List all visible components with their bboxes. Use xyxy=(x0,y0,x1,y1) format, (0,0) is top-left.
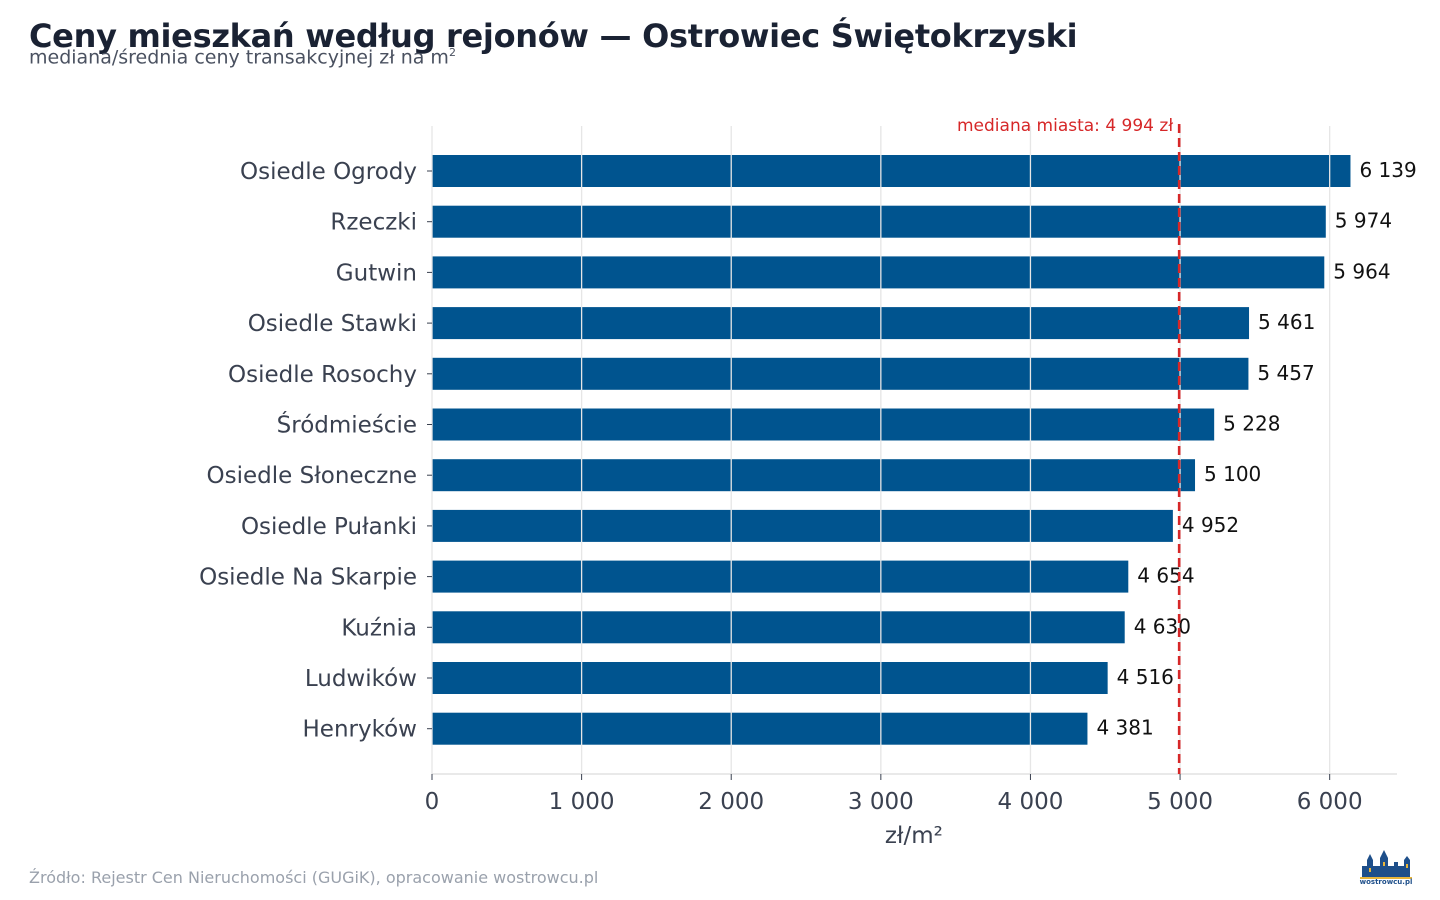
bar xyxy=(432,560,1129,593)
x-tick-label: 2 000 xyxy=(698,789,764,815)
bar xyxy=(432,459,1196,492)
data-label: 4 654 xyxy=(1137,564,1194,588)
category-label: Osiedle Rosochy xyxy=(228,362,417,388)
category-label: Gutwin xyxy=(336,260,417,286)
chart-subtitle: mediana/średnia ceny transakcyjnej zł na… xyxy=(29,46,456,68)
bar xyxy=(432,307,1250,340)
category-label: Śródmieście xyxy=(277,411,417,439)
x-axis-title: zł/m² xyxy=(885,823,943,849)
bar xyxy=(432,509,1173,542)
bar xyxy=(432,205,1326,238)
bar xyxy=(432,408,1215,441)
data-label: 5 964 xyxy=(1333,259,1390,283)
site-logo[interactable]: wostrowcu.pl xyxy=(1358,848,1414,888)
data-label: 5 100 xyxy=(1204,462,1261,486)
category-label: Osiedle Słoneczne xyxy=(207,463,417,489)
bar xyxy=(432,155,1351,187)
subtitle-superscript: 2 xyxy=(448,46,456,59)
bar xyxy=(432,357,1249,390)
subtitle-text: mediana/średnia ceny transakcyjnej zł na… xyxy=(29,46,449,69)
logo-text: wostrowcu.pl xyxy=(1359,878,1413,886)
category-label: Kuźnia xyxy=(341,615,417,641)
data-label: 5 461 xyxy=(1258,310,1315,334)
x-tick-label: 4 000 xyxy=(998,789,1064,815)
town-skyline-icon xyxy=(1360,850,1412,879)
data-label: 5 457 xyxy=(1257,361,1314,385)
source-note: Źródło: Rejestr Cen Nieruchomości (GUGiK… xyxy=(29,868,599,887)
data-label: 4 630 xyxy=(1134,614,1191,638)
x-tick-label: 0 xyxy=(425,789,440,815)
category-label: Ludwików xyxy=(305,666,417,692)
data-label: 4 381 xyxy=(1096,716,1153,740)
bar xyxy=(432,712,1088,745)
data-label: 4 952 xyxy=(1182,513,1239,537)
data-label: 5 228 xyxy=(1223,412,1280,436)
bar xyxy=(432,662,1108,694)
category-label: Osiedle Na Skarpie xyxy=(199,565,417,591)
chart-title: Ceny mieszkań według rejonów — Ostrowiec… xyxy=(29,17,1078,55)
category-label: Henryków xyxy=(303,717,417,743)
bar xyxy=(432,256,1325,289)
category-label: Rzeczki xyxy=(330,210,417,236)
category-label: Osiedle Pułanki xyxy=(241,514,417,540)
x-tick-label: 1 000 xyxy=(549,789,615,815)
x-tick-label: 6 000 xyxy=(1297,789,1363,815)
bar xyxy=(432,611,1125,644)
category-label: Osiedle Stawki xyxy=(248,311,417,337)
category-label: Osiedle Ogrody xyxy=(240,159,417,185)
data-label: 6 139 xyxy=(1359,158,1416,182)
x-tick-label: 3 000 xyxy=(848,789,914,815)
data-label: 4 516 xyxy=(1117,665,1174,689)
data-label: 5 974 xyxy=(1335,209,1392,233)
median-reference-label: mediana miasta: 4 994 zł xyxy=(957,116,1173,136)
x-tick-label: 5 000 xyxy=(1147,789,1213,815)
